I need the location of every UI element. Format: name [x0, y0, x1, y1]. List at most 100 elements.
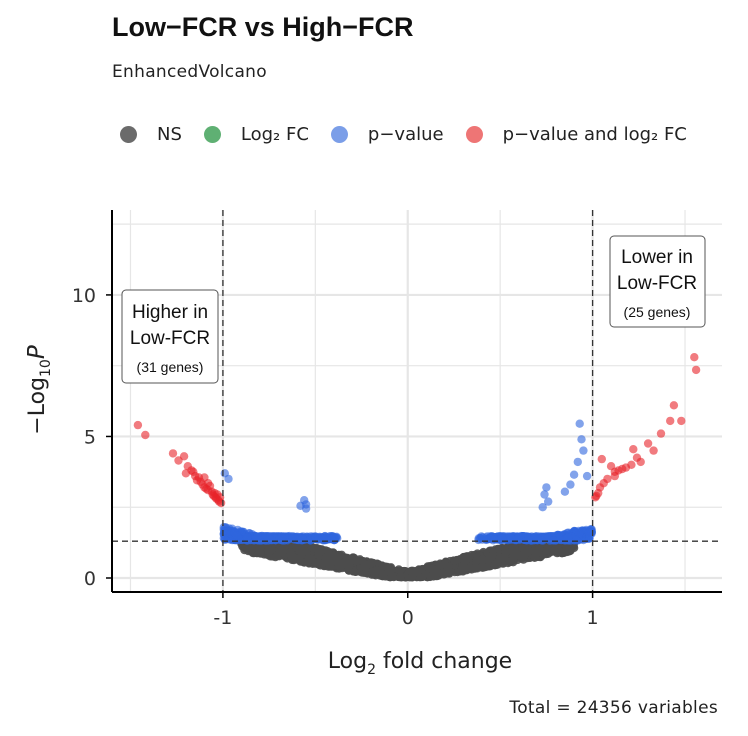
x-axis-label-rest: fold change: [376, 649, 512, 674]
ns-point: [272, 551, 281, 561]
legend-dot-ns-icon: [120, 126, 137, 143]
x-tick-label: -1: [213, 607, 232, 629]
annotation-left-line1: Higher in: [132, 302, 208, 323]
pvalue-and-log2fc-point: [591, 493, 600, 502]
annotation-right-line1: Lower in: [621, 247, 693, 268]
chart-title: Low−FCR vs High−FCR: [112, 12, 414, 42]
ns-point: [524, 546, 533, 556]
annotation-right-line3: (25 genes): [624, 304, 691, 320]
pvalue-point: [497, 534, 507, 543]
pvalue-point: [579, 446, 588, 455]
pvalue-and-log2fc-point: [168, 449, 178, 458]
y-axis-label-var: P: [24, 345, 50, 359]
pvalue-point: [295, 533, 304, 543]
pvalue-and-log2fc-point: [181, 469, 191, 478]
pvalue-point: [313, 533, 322, 543]
pvalue-point: [288, 532, 297, 541]
legend-label-pvalue: p−value: [367, 124, 444, 145]
ns-point: [338, 560, 347, 569]
ns-point: [490, 561, 500, 570]
pvalue-point: [537, 536, 547, 545]
pvalue-point: [542, 483, 551, 492]
ns-point: [516, 552, 526, 561]
ns-point: [292, 543, 301, 552]
pvalue-and-log2fc-point: [669, 401, 679, 410]
ns-point: [450, 556, 459, 565]
legend-label-pvalue-and-log2fc: p−value and log₂ FC: [502, 124, 687, 145]
pvalue-point: [569, 470, 579, 479]
y-tick-label: 5: [84, 426, 96, 448]
ns-point: [542, 545, 551, 555]
pvalue-point: [544, 497, 553, 506]
pvalue-and-log2fc-point: [666, 416, 675, 426]
legend-dot-pvalue-icon: [330, 126, 348, 143]
cutoff-lines: [112, 210, 722, 592]
pvalue-point: [478, 533, 487, 542]
ns-point: [427, 564, 437, 574]
pvalue-and-log2fc-point: [690, 353, 699, 362]
x-axis-label-main: Log: [328, 649, 367, 674]
pvalue-point: [540, 490, 549, 499]
pvalue-point: [277, 533, 286, 542]
ns-point: [289, 553, 298, 562]
annotation-right-box: [609, 235, 706, 328]
ns-point: [324, 559, 334, 568]
annotation-left-box: [121, 289, 219, 384]
x-tick-label: 1: [587, 607, 599, 629]
ns-point: [296, 557, 305, 566]
legend-label-ns: NS: [157, 124, 182, 145]
legend-item-pvalue: p−value: [330, 124, 444, 145]
ns-point: [501, 548, 511, 557]
ns-point: [471, 563, 480, 572]
annotation-left: Higher in Low-FCR (31 genes): [121, 289, 219, 384]
pvalue-and-log2fc-point: [610, 471, 619, 481]
pvalue-point: [577, 435, 586, 444]
pvalue-point: [506, 533, 515, 542]
pvalue-point: [263, 532, 272, 541]
pvalue-point: [490, 535, 499, 544]
ns-point: [355, 555, 365, 564]
legend-item-log2fc: Log₂ FC: [203, 124, 309, 145]
pvalue-and-log2fc-point: [189, 467, 198, 476]
chart-subtitle: EnhancedVolcano: [112, 62, 267, 82]
annotation-left-line2: Low-FCR: [130, 328, 210, 349]
ns-point: [378, 562, 387, 571]
ns-point: [508, 547, 517, 556]
ns-point: [331, 557, 340, 566]
annotation-right-line2: Low-FCR: [617, 273, 697, 294]
pvalue-and-log2fc-point: [649, 446, 658, 455]
pvalue-point: [574, 529, 584, 538]
pvalue-and-log2fc-point: [597, 454, 606, 464]
pvalue-point: [538, 503, 547, 512]
ns-point: [298, 546, 307, 555]
x-axis-label-sub: 2: [367, 662, 376, 678]
pvalue-and-log2fc-point: [677, 416, 686, 426]
ns-point: [460, 563, 469, 572]
ns-point: [360, 560, 369, 569]
legend: NS Log₂ FC p−value p−value and log₂ FC: [120, 124, 687, 145]
pvalue-point: [253, 532, 262, 541]
pvalue-point: [524, 535, 533, 544]
pvalue-point: [560, 487, 570, 496]
legend-dot-log2fc-icon: [203, 126, 221, 143]
ns-point: [478, 555, 487, 564]
pvalue-point: [585, 532, 594, 541]
ns-point: [313, 558, 322, 567]
ns-point: [372, 566, 381, 575]
legend-item-ns: NS: [120, 124, 182, 145]
ns-point: [387, 572, 396, 581]
y-axis-label: −Log10P: [24, 345, 54, 435]
x-tick-label: 0: [402, 607, 414, 629]
y-tick-label: 0: [84, 568, 96, 590]
pvalue-point: [582, 471, 592, 481]
pvalue-and-log2fc-point: [643, 439, 653, 448]
pvalue-and-log2fc-point: [203, 479, 213, 488]
ns-point: [478, 562, 487, 571]
tick-labels: 0 5 10 -1 0 1: [72, 285, 599, 629]
pvalue-point: [549, 536, 558, 545]
legend-item-pvalue-and-log2fc: p−value and log₂ FC: [465, 124, 687, 145]
pvalue-and-log2fc-point: [133, 420, 143, 430]
pvalue-and-log2fc-point: [656, 429, 666, 438]
pvalue-point: [243, 533, 252, 542]
